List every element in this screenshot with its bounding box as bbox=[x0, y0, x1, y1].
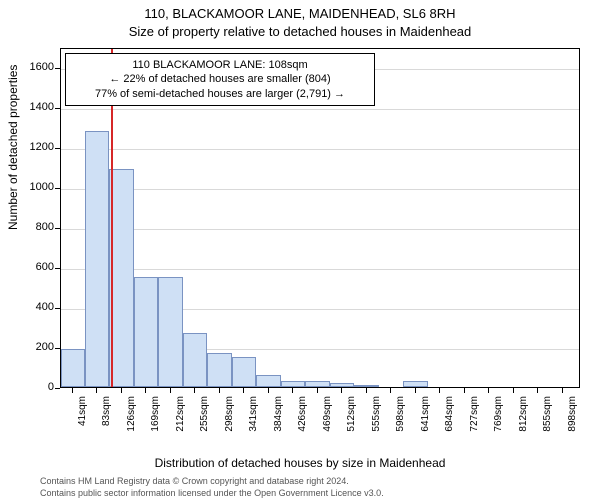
y-tick-mark bbox=[55, 108, 60, 109]
x-tick-label: 341sqm bbox=[248, 396, 259, 441]
x-tick-mark bbox=[537, 388, 538, 393]
x-tick-mark bbox=[121, 388, 122, 393]
histogram-bar bbox=[281, 381, 305, 387]
y-axis-label: Number of detached properties bbox=[6, 65, 20, 230]
y-tick-mark bbox=[55, 228, 60, 229]
x-tick-label: 769sqm bbox=[493, 396, 504, 441]
gridline bbox=[61, 229, 579, 230]
x-tick-mark bbox=[96, 388, 97, 393]
x-tick-label: 555sqm bbox=[371, 396, 382, 441]
histogram-bar bbox=[183, 333, 208, 387]
y-tick-label: 1600 bbox=[24, 61, 54, 73]
x-tick-mark bbox=[390, 388, 391, 393]
y-tick-mark bbox=[55, 388, 60, 389]
x-tick-label: 126sqm bbox=[126, 396, 137, 441]
y-tick-mark bbox=[55, 268, 60, 269]
footer-copyright-line2: Contains public sector information licen… bbox=[40, 488, 384, 498]
x-tick-label: 898sqm bbox=[567, 396, 578, 441]
x-tick-label: 384sqm bbox=[273, 396, 284, 441]
gridline bbox=[61, 109, 579, 110]
x-tick-mark bbox=[292, 388, 293, 393]
annotation-line: ← 22% of detached houses are smaller (80… bbox=[74, 72, 366, 86]
x-tick-mark bbox=[317, 388, 318, 393]
x-tick-mark bbox=[268, 388, 269, 393]
x-tick-label: 255sqm bbox=[199, 396, 210, 441]
x-tick-mark bbox=[513, 388, 514, 393]
x-axis-label: Distribution of detached houses by size … bbox=[0, 456, 600, 470]
x-tick-mark bbox=[219, 388, 220, 393]
x-tick-mark bbox=[562, 388, 563, 393]
y-tick-label: 200 bbox=[24, 341, 54, 353]
y-tick-label: 600 bbox=[24, 261, 54, 273]
x-tick-mark bbox=[464, 388, 465, 393]
y-tick-label: 800 bbox=[24, 221, 54, 233]
chart-container: 110, BLACKAMOOR LANE, MAIDENHEAD, SL6 8R… bbox=[0, 0, 600, 500]
x-tick-label: 727sqm bbox=[469, 396, 480, 441]
x-tick-label: 169sqm bbox=[150, 396, 161, 441]
histogram-bar bbox=[85, 131, 109, 387]
x-tick-label: 83sqm bbox=[101, 396, 112, 441]
annotation-box: 110 BLACKAMOOR LANE: 108sqm← 22% of deta… bbox=[65, 53, 375, 106]
y-tick-label: 1400 bbox=[24, 101, 54, 113]
histogram-bar bbox=[158, 277, 183, 387]
x-tick-label: 812sqm bbox=[518, 396, 529, 441]
histogram-bar bbox=[207, 353, 232, 387]
x-tick-label: 684sqm bbox=[444, 396, 455, 441]
y-tick-label: 1200 bbox=[24, 141, 54, 153]
x-tick-mark bbox=[488, 388, 489, 393]
x-tick-mark bbox=[366, 388, 367, 393]
x-tick-mark bbox=[194, 388, 195, 393]
y-tick-mark bbox=[55, 348, 60, 349]
plot-area: 110 BLACKAMOOR LANE: 108sqm← 22% of deta… bbox=[60, 48, 580, 388]
y-tick-label: 400 bbox=[24, 301, 54, 313]
y-tick-label: 1000 bbox=[24, 181, 54, 193]
x-tick-mark bbox=[341, 388, 342, 393]
x-tick-label: 641sqm bbox=[420, 396, 431, 441]
x-tick-mark bbox=[243, 388, 244, 393]
histogram-bar bbox=[256, 375, 281, 387]
x-tick-label: 212sqm bbox=[175, 396, 186, 441]
x-tick-label: 41sqm bbox=[77, 396, 88, 441]
histogram-bar bbox=[61, 349, 85, 387]
x-tick-label: 855sqm bbox=[542, 396, 553, 441]
gridline bbox=[61, 149, 579, 150]
annotation-line: 77% of semi-detached houses are larger (… bbox=[74, 87, 366, 101]
histogram-bar bbox=[403, 381, 428, 387]
y-tick-mark bbox=[55, 68, 60, 69]
chart-title-line1: 110, BLACKAMOOR LANE, MAIDENHEAD, SL6 8R… bbox=[0, 6, 600, 21]
histogram-bar bbox=[232, 357, 257, 387]
gridline bbox=[61, 189, 579, 190]
y-tick-mark bbox=[55, 308, 60, 309]
x-tick-mark bbox=[415, 388, 416, 393]
histogram-bar bbox=[354, 385, 379, 387]
footer-copyright-line1: Contains HM Land Registry data © Crown c… bbox=[40, 476, 349, 486]
x-tick-mark bbox=[72, 388, 73, 393]
x-tick-label: 426sqm bbox=[297, 396, 308, 441]
x-tick-label: 469sqm bbox=[322, 396, 333, 441]
y-tick-label: 0 bbox=[24, 381, 54, 393]
histogram-bar bbox=[134, 277, 158, 387]
gridline bbox=[61, 269, 579, 270]
x-tick-label: 298sqm bbox=[224, 396, 235, 441]
x-tick-mark bbox=[145, 388, 146, 393]
x-tick-label: 512sqm bbox=[346, 396, 357, 441]
histogram-bar bbox=[330, 383, 355, 387]
annotation-line: 110 BLACKAMOOR LANE: 108sqm bbox=[74, 58, 366, 72]
chart-title-line2: Size of property relative to detached ho… bbox=[0, 24, 600, 39]
y-tick-mark bbox=[55, 188, 60, 189]
x-tick-mark bbox=[170, 388, 171, 393]
x-tick-label: 598sqm bbox=[395, 396, 406, 441]
x-tick-mark bbox=[439, 388, 440, 393]
y-tick-mark bbox=[55, 148, 60, 149]
histogram-bar bbox=[305, 381, 330, 387]
